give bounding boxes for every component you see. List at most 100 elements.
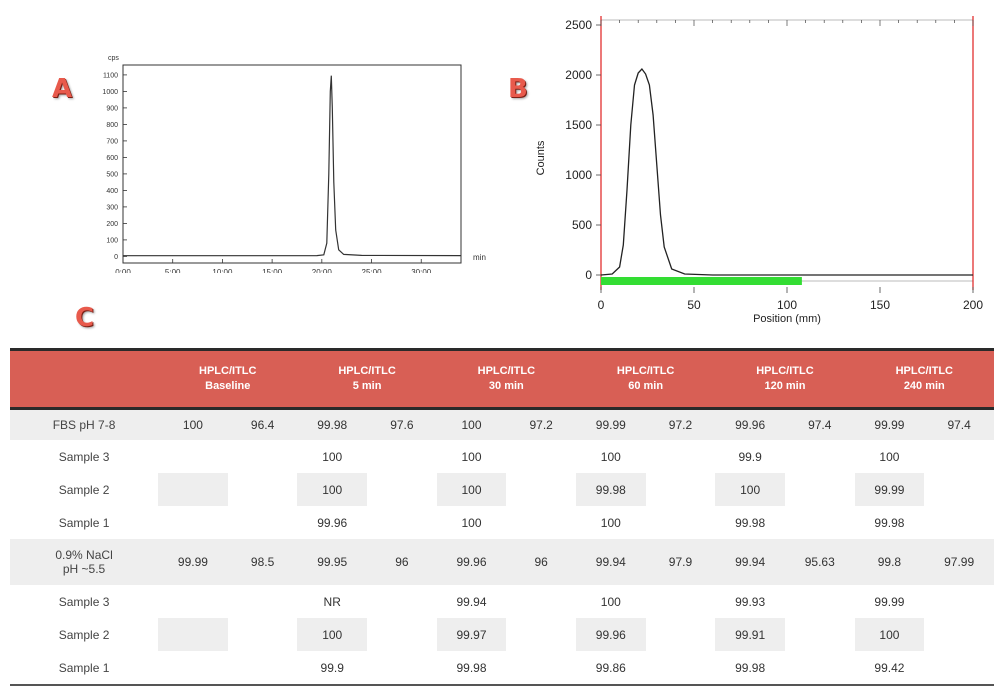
- chromatogram-chart: 0 100 200 300 400 500 600 700 800 900 1000 1100 0:0…: [102, 55, 486, 273]
- table-cell: [646, 506, 716, 539]
- table-cell: 100: [158, 408, 228, 440]
- table-cell: [158, 585, 228, 618]
- row-label: Sample 3: [58, 449, 110, 464]
- table-cell: [646, 585, 716, 618]
- table-cell: [367, 651, 437, 686]
- table-cell: 99.86: [576, 651, 646, 686]
- chart-b-green-band: [601, 277, 802, 285]
- table-cell: [645, 651, 716, 686]
- table-cell: [785, 506, 855, 539]
- table-cell: 99.93: [735, 594, 766, 609]
- table-cell: 96: [367, 539, 437, 585]
- table-cell: [158, 440, 228, 473]
- table-header-cell: HPLC/ITLC 30 min: [436, 348, 576, 410]
- chart-b-ytick-label: 1000: [565, 168, 592, 182]
- row-label: Sample 2: [58, 627, 110, 642]
- table-cell: 95.63: [784, 539, 855, 585]
- table-cell: 99.99: [854, 408, 925, 440]
- table-cell: [506, 618, 576, 651]
- table-cell: 100: [436, 408, 507, 440]
- table-cell: [158, 506, 228, 539]
- table-cell: 100: [879, 449, 900, 464]
- table-row: Sample 1 99.96 100 100 99.98 99.98: [10, 506, 994, 539]
- chart-b-ylabel: Counts: [535, 140, 547, 175]
- table-cell: [924, 585, 994, 618]
- chart-b-xtick-label: 200: [963, 298, 983, 312]
- chart-b-xtick-label: 0: [598, 298, 605, 312]
- chart-b-ytick-label: 0: [585, 268, 592, 282]
- table-cell: [784, 651, 855, 686]
- table-header-cell: HPLC/ITLC 240 min: [854, 348, 994, 410]
- chart-a-frame: [122, 64, 462, 264]
- chart-a-ytick-label: 700: [106, 138, 118, 145]
- chart-a-ytick-label: 1100: [103, 72, 118, 79]
- table-cell: 100: [600, 515, 621, 530]
- table-cell: [785, 473, 855, 506]
- chart-b-xtick-label: 100: [777, 298, 797, 312]
- table-cell: 99.98: [735, 515, 766, 530]
- table-cell: 99.91: [715, 618, 785, 651]
- table-cell: [646, 440, 716, 473]
- table-cell: 100: [461, 449, 482, 464]
- table-cell: 96: [506, 539, 576, 585]
- table-cell: [228, 473, 298, 506]
- table-cell: 100: [715, 473, 785, 506]
- table-cell: 99.98: [297, 408, 368, 440]
- table-cell: 99.94: [715, 539, 785, 585]
- table-cell: 100: [436, 473, 507, 506]
- chart-a-xtick-label: 15:00: [262, 268, 283, 273]
- chart-b-ytick-label: 1500: [565, 118, 592, 132]
- table-row: Sample 2 100 100 99.98 100 99.99: [10, 473, 994, 506]
- table-cell: NR: [323, 594, 341, 609]
- chart-a-ytick-label: 100: [106, 237, 118, 244]
- chart-a-ytick-label: 1000: [102, 89, 118, 96]
- table-cell: [924, 440, 994, 473]
- chart-b-frame: [600, 19, 974, 282]
- table-cell: [785, 585, 855, 618]
- table-cell: [227, 651, 298, 686]
- table-cell: 100: [297, 618, 368, 651]
- chart-b-trace: [600, 67, 973, 276]
- table-cell: [367, 473, 437, 506]
- table-cell: 99.9: [738, 449, 762, 464]
- chart-a-xtick-label: 25:00: [362, 268, 383, 273]
- chart-a-ytick-label: 300: [106, 204, 118, 211]
- table-cell: 99.96: [317, 515, 348, 530]
- panel-label-a: A: [52, 74, 73, 104]
- table-cell: 97.99: [924, 539, 994, 585]
- chart-b-xlabel: Position (mm): [753, 313, 821, 325]
- table-cell: 97.2: [506, 408, 576, 440]
- chart-a-xtick-label: 10:00: [212, 268, 233, 273]
- table-cell: 99.42: [854, 651, 925, 686]
- table-header-row: HPLC/ITLC Baseline HPLC/ITLC 5 min HPLC/IT…: [10, 348, 994, 410]
- table-cell: 96.4: [227, 408, 298, 440]
- table-cell: 100: [461, 515, 482, 530]
- table-cell: 99.99: [158, 539, 228, 585]
- table-cell: 99.98: [874, 515, 905, 530]
- table-cell: 97.6: [367, 408, 437, 440]
- chart-a-xtick-label: 0:00: [115, 268, 131, 273]
- table-cell: [506, 440, 576, 473]
- row-label: Sample 2: [58, 482, 110, 497]
- table-row: 0.9% NaCl pH ~5.5 99.99 98.5 99.95 96 99.96 96…: [10, 539, 994, 585]
- table-cell: [785, 618, 855, 651]
- chart-b-xtick-label: 150: [870, 298, 890, 312]
- table-cell: 99.95: [297, 539, 368, 585]
- table-cell: 97.4: [924, 408, 994, 440]
- table-cell: [506, 506, 576, 539]
- table-cell: [228, 618, 298, 651]
- table-cell: 99.98: [436, 651, 507, 686]
- table-cell: 100: [297, 473, 368, 506]
- table-cell: [367, 585, 437, 618]
- table-cell: 100: [854, 618, 925, 651]
- table-row: Sample 3 NR 99.94 100 99.93 99.99: [10, 585, 994, 618]
- table-header-cell: HPLC/ITLC 120 min: [715, 348, 855, 410]
- table-header-cell: HPLC/ITLC Baseline: [158, 348, 298, 410]
- table-cell: [506, 651, 576, 686]
- chart-a-xlabel: min: [473, 253, 486, 262]
- table-cell: 100: [600, 594, 621, 609]
- table-cell: [924, 651, 994, 686]
- table-cell: [367, 440, 437, 473]
- table-cell: [506, 473, 576, 506]
- table-cell: [924, 506, 994, 539]
